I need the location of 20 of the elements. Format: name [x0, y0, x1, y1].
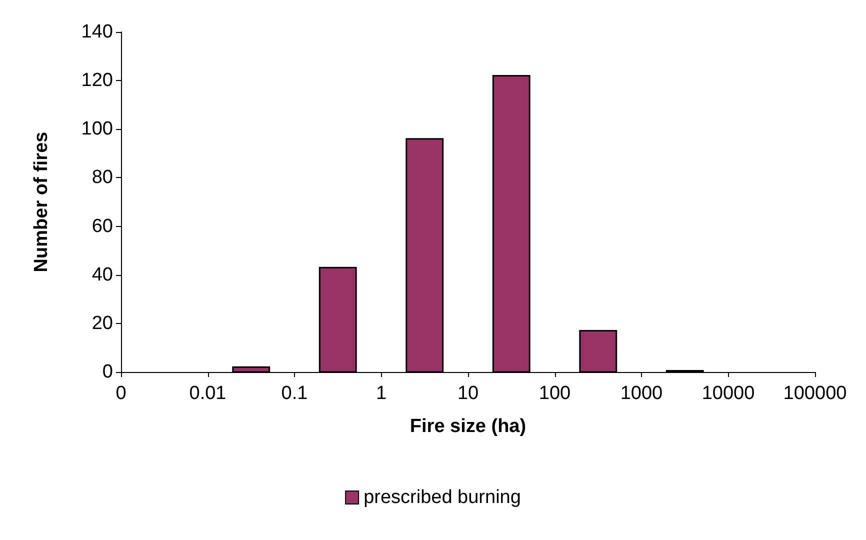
x-tick-label: 0	[116, 383, 126, 404]
x-tick-label: 0.01	[189, 383, 226, 404]
x-tick-label: 1000	[620, 383, 663, 404]
x-tick-label: 0.1	[281, 383, 308, 404]
y-axis-title: Number of fires	[31, 132, 52, 272]
y-tick-label: 40	[92, 264, 113, 286]
y-tick-label: 80	[92, 167, 113, 188]
x-tick-label: 100	[538, 383, 571, 404]
x-tick-label: 1	[376, 383, 387, 404]
x-axis-title: Fire size (ha)	[410, 416, 526, 437]
y-tick-label: 100	[81, 118, 113, 140]
y-tick-label: 60	[92, 216, 113, 237]
x-tick-label: 10	[457, 383, 479, 404]
x-tick-label: 100000	[783, 383, 847, 404]
y-tick-label: 120	[81, 70, 113, 92]
y-tick-label: 20	[92, 312, 113, 334]
y-tick-label: 0	[102, 362, 113, 382]
x-tick-label: 10000	[702, 383, 755, 404]
legend-label: prescribed burning	[364, 487, 521, 508]
y-tick-label: 140	[81, 22, 113, 42]
